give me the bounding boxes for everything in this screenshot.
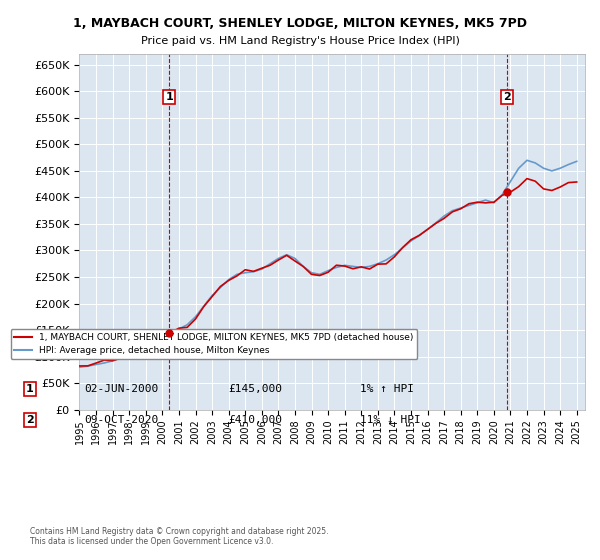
Text: 1% ↑ HPI: 1% ↑ HPI — [360, 384, 414, 394]
Text: £145,000: £145,000 — [228, 384, 282, 394]
Text: 1: 1 — [26, 384, 34, 394]
Text: Contains HM Land Registry data © Crown copyright and database right 2025.
This d: Contains HM Land Registry data © Crown c… — [30, 526, 329, 546]
Text: 09-OCT-2020: 09-OCT-2020 — [84, 415, 158, 425]
Legend: 1, MAYBACH COURT, SHENLEY LODGE, MILTON KEYNES, MK5 7PD (detached house), HPI: A: 1, MAYBACH COURT, SHENLEY LODGE, MILTON … — [11, 329, 418, 359]
Text: 11% ↓ HPI: 11% ↓ HPI — [360, 415, 421, 425]
Text: 1, MAYBACH COURT, SHENLEY LODGE, MILTON KEYNES, MK5 7PD: 1, MAYBACH COURT, SHENLEY LODGE, MILTON … — [73, 17, 527, 30]
Text: 1: 1 — [166, 92, 173, 102]
Text: £410,000: £410,000 — [228, 415, 282, 425]
Text: 02-JUN-2000: 02-JUN-2000 — [84, 384, 158, 394]
Text: 2: 2 — [503, 92, 511, 102]
Text: Price paid vs. HM Land Registry's House Price Index (HPI): Price paid vs. HM Land Registry's House … — [140, 36, 460, 46]
Text: 2: 2 — [26, 415, 34, 425]
